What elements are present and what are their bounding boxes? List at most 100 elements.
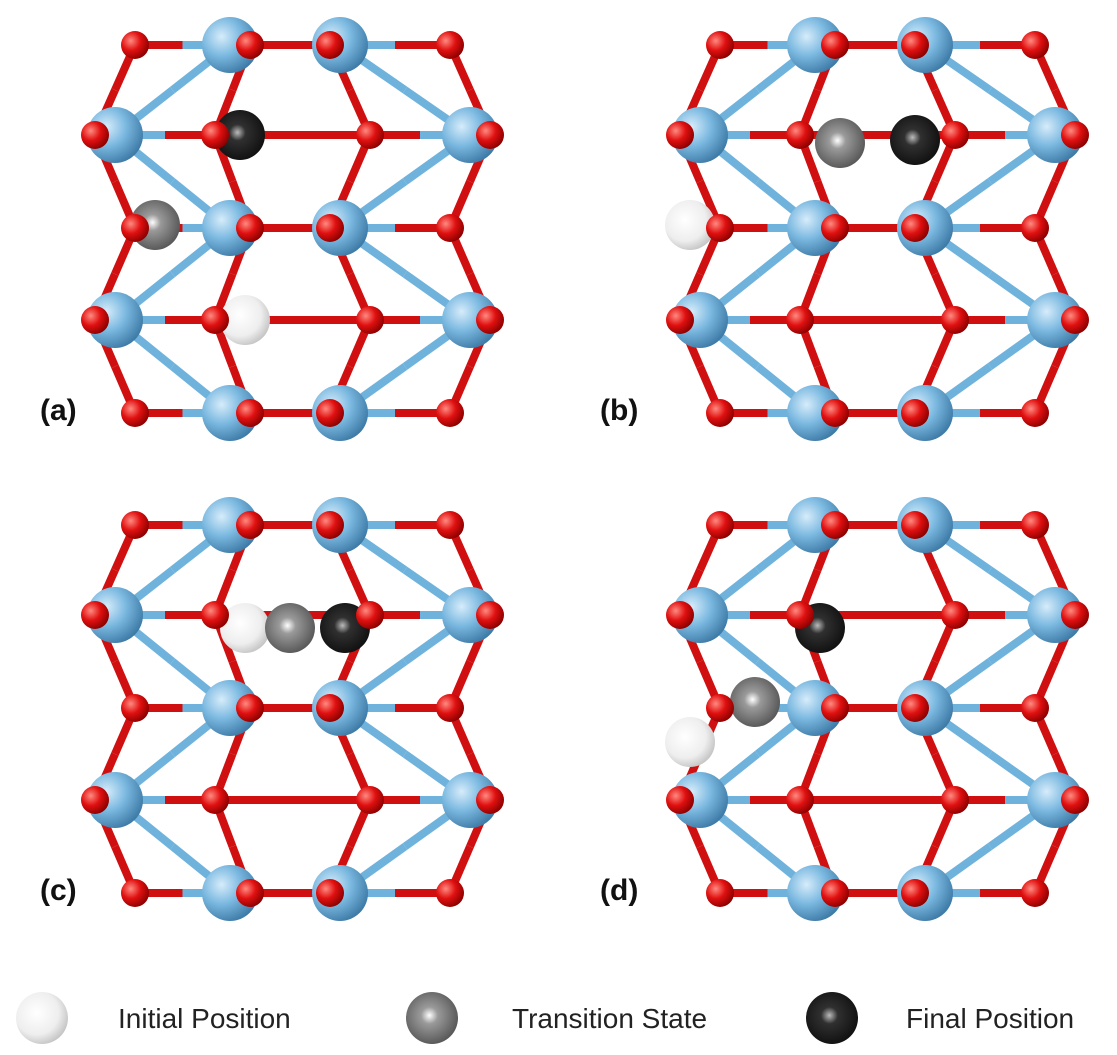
ti-atom — [202, 17, 258, 73]
ti-atom — [787, 680, 843, 736]
o-atom — [436, 511, 464, 539]
ti-atom — [202, 200, 258, 256]
ti-atom — [87, 587, 143, 643]
o-atom — [941, 601, 969, 629]
ti-atom — [672, 292, 728, 348]
o-atom — [786, 786, 814, 814]
structure — [81, 497, 504, 921]
o-atom — [821, 399, 849, 427]
o-atom — [1021, 31, 1049, 59]
o-atom — [356, 121, 384, 149]
o-atom — [706, 214, 734, 242]
structure — [665, 17, 1089, 441]
o-atom — [121, 879, 149, 907]
ion-position — [665, 717, 715, 767]
o-atom — [316, 399, 344, 427]
panel-label: (d) — [600, 874, 638, 907]
o-atom — [1021, 511, 1049, 539]
o-atom — [706, 694, 734, 722]
o-atom — [706, 511, 734, 539]
o-atom — [941, 786, 969, 814]
o-atom — [901, 399, 929, 427]
o-atom — [356, 786, 384, 814]
o-atom — [476, 121, 504, 149]
o-atom — [706, 879, 734, 907]
o-atom — [436, 214, 464, 242]
o-atom — [666, 601, 694, 629]
ti-atom — [202, 680, 258, 736]
ion-position — [815, 118, 865, 168]
o-atom — [121, 214, 149, 242]
ti-atom — [442, 292, 498, 348]
ion-position — [890, 115, 940, 165]
o-atom — [941, 121, 969, 149]
o-atom — [786, 306, 814, 334]
o-atom — [356, 306, 384, 334]
o-atom — [236, 399, 264, 427]
legend-swatch — [806, 992, 858, 1044]
o-atom — [706, 31, 734, 59]
ti-atom — [202, 497, 258, 553]
o-atom — [476, 786, 504, 814]
o-atom — [1061, 121, 1089, 149]
o-atom — [901, 694, 929, 722]
o-atom — [666, 306, 694, 334]
o-atom — [901, 214, 929, 242]
ion-position — [215, 110, 265, 160]
o-atom — [201, 601, 229, 629]
o-atom — [1021, 214, 1049, 242]
ti-atom — [202, 865, 258, 921]
structure — [665, 497, 1089, 921]
o-atom — [1021, 399, 1049, 427]
o-atom — [821, 31, 849, 59]
o-atom — [476, 306, 504, 334]
panel-label: (c) — [40, 874, 77, 907]
o-atom — [316, 31, 344, 59]
o-atom — [356, 601, 384, 629]
panels — [81, 17, 1089, 921]
ion-position — [665, 200, 715, 250]
ti-atom — [1027, 587, 1083, 643]
o-atom — [316, 511, 344, 539]
o-atom — [901, 879, 929, 907]
o-atom — [201, 786, 229, 814]
o-atom — [1021, 879, 1049, 907]
ti-atom — [672, 587, 728, 643]
ti-atom — [1027, 107, 1083, 163]
o-atom — [1061, 306, 1089, 334]
o-atom — [786, 121, 814, 149]
o-atom — [821, 879, 849, 907]
o-atom — [1021, 694, 1049, 722]
o-atom — [236, 694, 264, 722]
ti-atom — [442, 107, 498, 163]
o-atom — [1061, 786, 1089, 814]
o-atom — [316, 879, 344, 907]
ion-position — [730, 677, 780, 727]
o-atom — [236, 511, 264, 539]
legend: Initial Position Transition State Final … — [16, 992, 1074, 1044]
o-atom — [666, 121, 694, 149]
legend-text: Initial Position — [118, 1003, 291, 1034]
o-atom — [81, 121, 109, 149]
structure — [81, 17, 504, 441]
o-atom — [316, 214, 344, 242]
o-atom — [121, 399, 149, 427]
o-atom — [201, 121, 229, 149]
o-atom — [436, 31, 464, 59]
o-atom — [901, 31, 929, 59]
ti-atom — [442, 587, 498, 643]
o-atom — [81, 786, 109, 814]
o-atom — [316, 694, 344, 722]
ti-atom — [787, 200, 843, 256]
o-atom — [121, 31, 149, 59]
o-atom — [706, 399, 734, 427]
ti-atom — [672, 107, 728, 163]
ti-atom — [787, 865, 843, 921]
ti-atom — [672, 772, 728, 828]
ti-atom — [87, 107, 143, 163]
ti-atom — [787, 385, 843, 441]
o-atom — [81, 306, 109, 334]
o-atom — [436, 399, 464, 427]
o-atom — [786, 601, 814, 629]
o-atom — [821, 694, 849, 722]
